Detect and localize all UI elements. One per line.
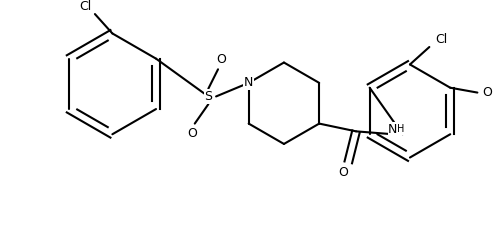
Text: S: S (204, 90, 212, 103)
Text: O: O (187, 127, 197, 140)
Text: H: H (397, 124, 404, 134)
Text: O: O (216, 53, 226, 66)
Text: Cl: Cl (435, 33, 447, 46)
Text: N: N (388, 123, 398, 136)
Text: Cl: Cl (79, 0, 91, 13)
Text: O: O (482, 86, 492, 99)
Text: N: N (244, 76, 254, 89)
Text: O: O (339, 166, 348, 178)
